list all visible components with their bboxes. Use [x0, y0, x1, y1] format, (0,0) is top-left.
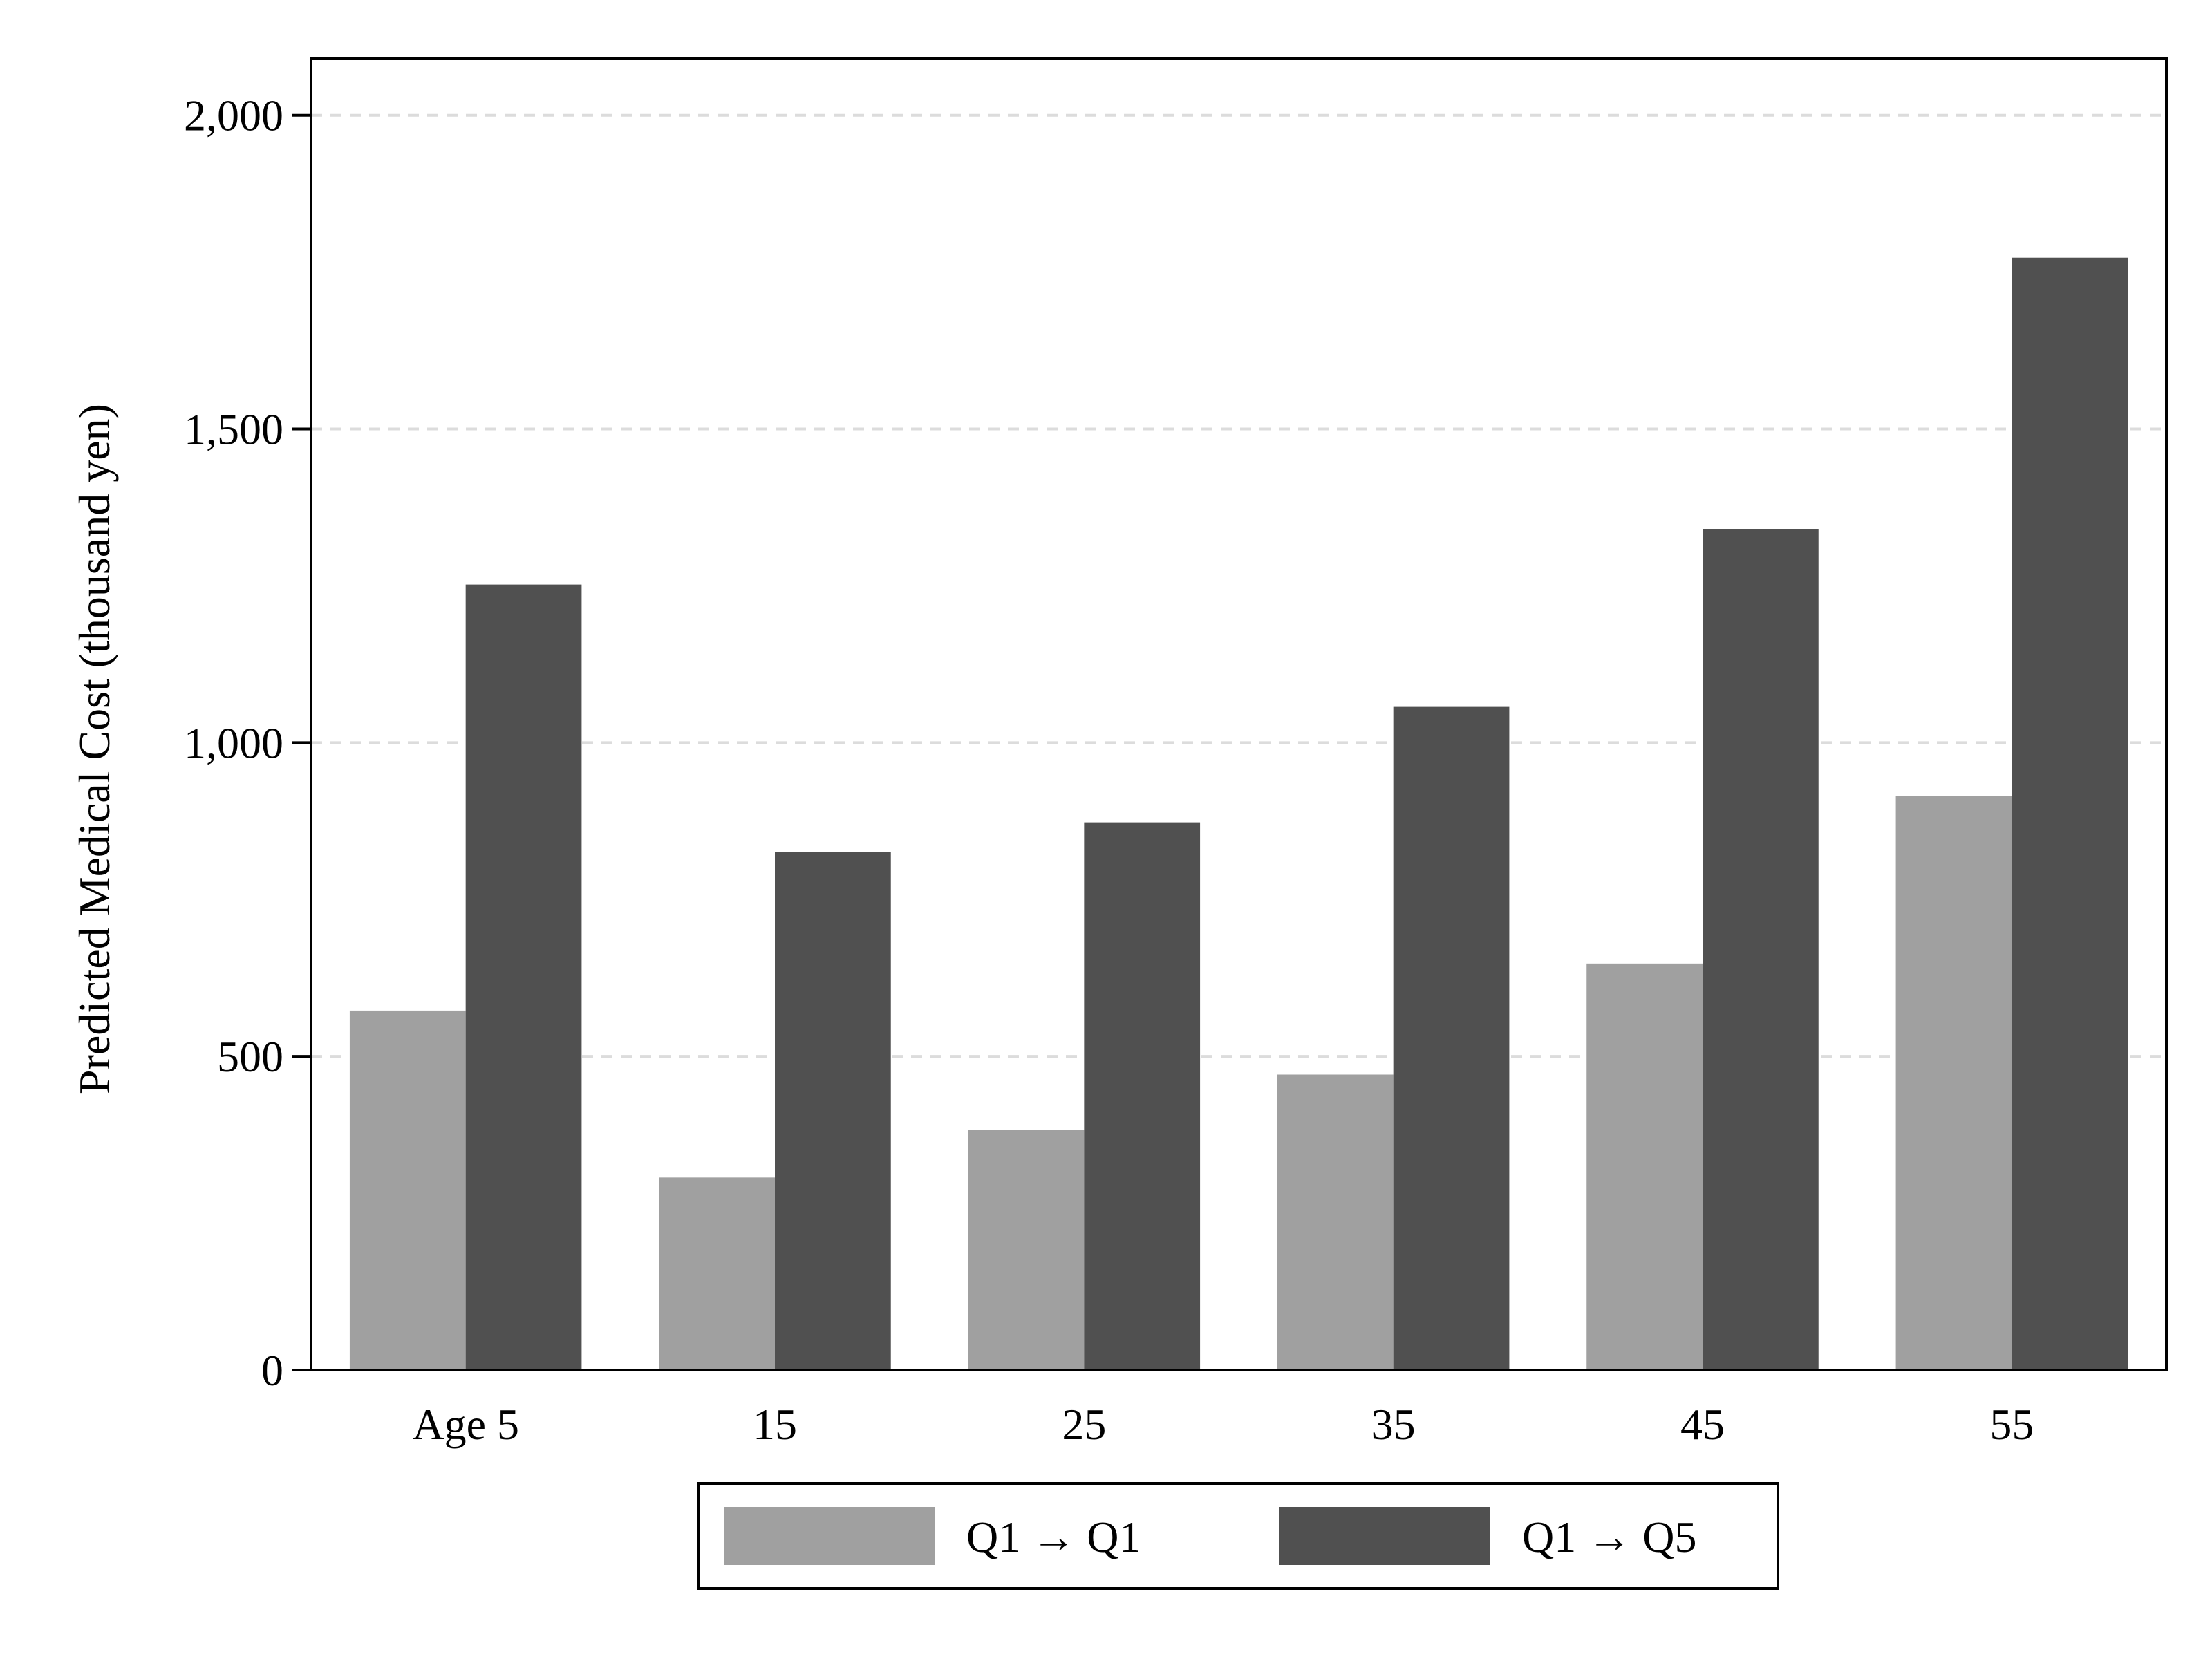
bar-q1-q5-55 — [2012, 257, 2128, 1370]
plot-frame — [310, 57, 2168, 1371]
bar-q1-q5-age-5 — [465, 584, 582, 1371]
x-tick-label-55: 55 — [1989, 1400, 2034, 1449]
legend-label-q1-q5: Q1 → Q5 — [1522, 1512, 1696, 1562]
x-axis: Age 5 15 25 35 45 55 — [292, 1369, 2166, 1449]
bar-q1-q1-55 — [1895, 796, 2012, 1370]
y-tick-label-0: 0 — [261, 1346, 283, 1395]
y-tick-label-1500: 1,500 — [184, 405, 283, 454]
x-tick-label-45: 45 — [1680, 1400, 1725, 1449]
bar-q1-q5-25 — [1084, 822, 1201, 1370]
bar-q1-q5-35 — [1393, 706, 1510, 1370]
y-axis-title: Predicted Medical Cost (thousand yen) — [70, 404, 119, 1094]
bars — [349, 257, 2128, 1371]
bar-q1-q1-45 — [1586, 963, 1703, 1370]
y-tick-label-1000: 1,000 — [184, 718, 283, 767]
bar-q1-q1-25 — [968, 1130, 1085, 1370]
legend: Q1 → Q1 Q1 → Q5 — [697, 1482, 1779, 1590]
bar-q1-q1-35 — [1277, 1074, 1394, 1370]
y-axis: 0 500 1,000 1,500 2,000 — [184, 91, 311, 1395]
legend-swatch-q1-q5 — [1279, 1507, 1490, 1565]
y-tick-label-500: 500 — [217, 1032, 283, 1081]
gridlines — [311, 113, 2166, 1371]
y-tick-label-2000: 2,000 — [184, 91, 283, 140]
x-tick-label-35: 35 — [1371, 1400, 1416, 1449]
bar-q1-q5-15 — [775, 852, 891, 1370]
x-tick-label-25: 25 — [1062, 1400, 1106, 1449]
x-tick-label-age-5: Age 5 — [412, 1400, 519, 1449]
legend-label-q1-q1: Q1 → Q1 — [966, 1512, 1141, 1562]
bar-q1-q5-45 — [1703, 529, 1819, 1370]
bar-q1-q1-15 — [659, 1177, 775, 1370]
legend-swatch-q1-q1 — [724, 1507, 935, 1565]
x-tick-label-15: 15 — [753, 1400, 797, 1449]
bar-q1-q1-age-5 — [349, 1010, 466, 1370]
